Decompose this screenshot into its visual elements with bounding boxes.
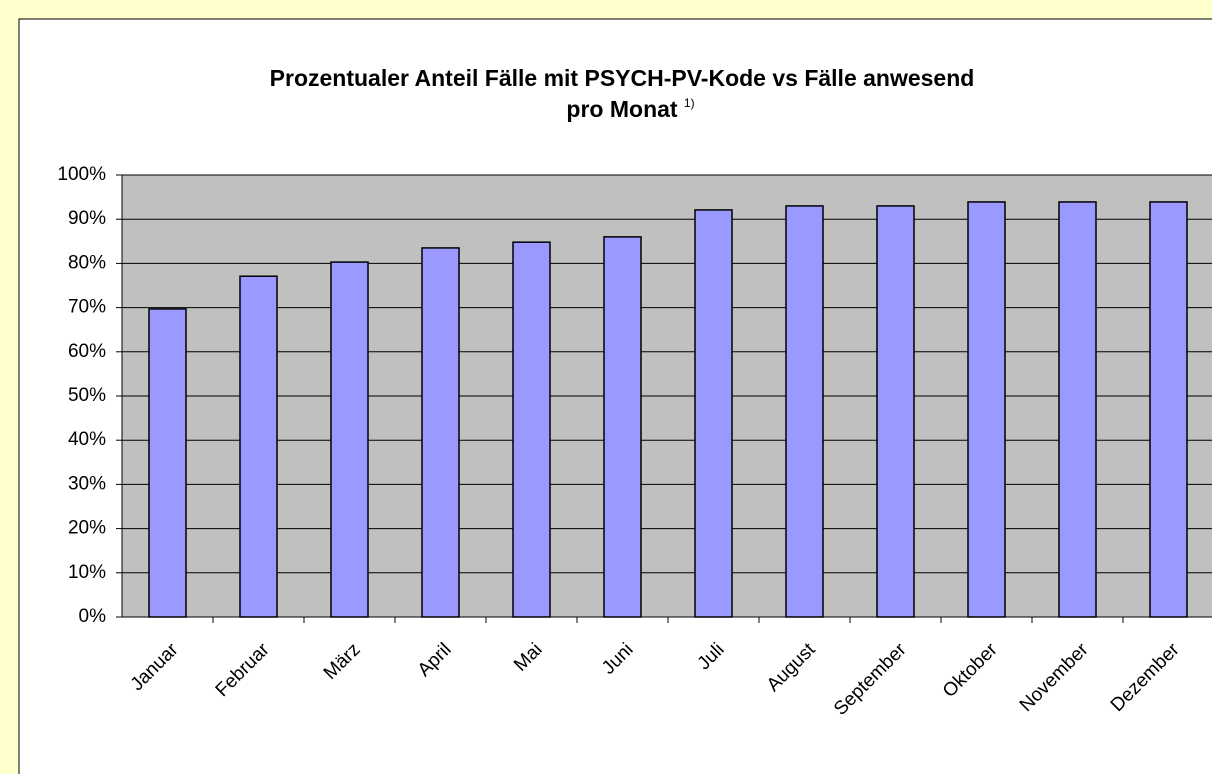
y-tick-label: 40%	[68, 429, 106, 450]
top-strip	[0, 0, 780, 18]
bar	[148, 308, 187, 618]
bar	[421, 247, 460, 618]
bar	[239, 275, 278, 618]
bar	[603, 236, 642, 618]
bar	[1058, 201, 1097, 618]
y-tick-label: 30%	[68, 473, 106, 494]
y-tick-label: 20%	[68, 518, 106, 539]
chart-title: pro Monat	[566, 96, 677, 122]
bar	[967, 201, 1006, 618]
y-tick-label: 70%	[68, 297, 106, 318]
bar	[330, 261, 369, 618]
bar	[785, 205, 824, 618]
title-note: 1)	[684, 96, 695, 110]
y-tick-label: 60%	[68, 341, 106, 362]
bar	[1149, 201, 1188, 618]
chart-title: Prozentualer Anteil Fälle mit PSYCH-PV-K…	[270, 65, 975, 91]
y-tick-label: 0%	[79, 606, 107, 627]
bar	[876, 205, 915, 618]
y-tick-label: 10%	[68, 562, 106, 583]
bar	[512, 241, 551, 618]
y-tick-label: 90%	[68, 208, 106, 229]
y-tick-label: 80%	[68, 252, 106, 273]
bar	[694, 209, 733, 618]
y-tick-label: 50%	[68, 385, 106, 406]
y-tick-label: 100%	[57, 164, 106, 185]
